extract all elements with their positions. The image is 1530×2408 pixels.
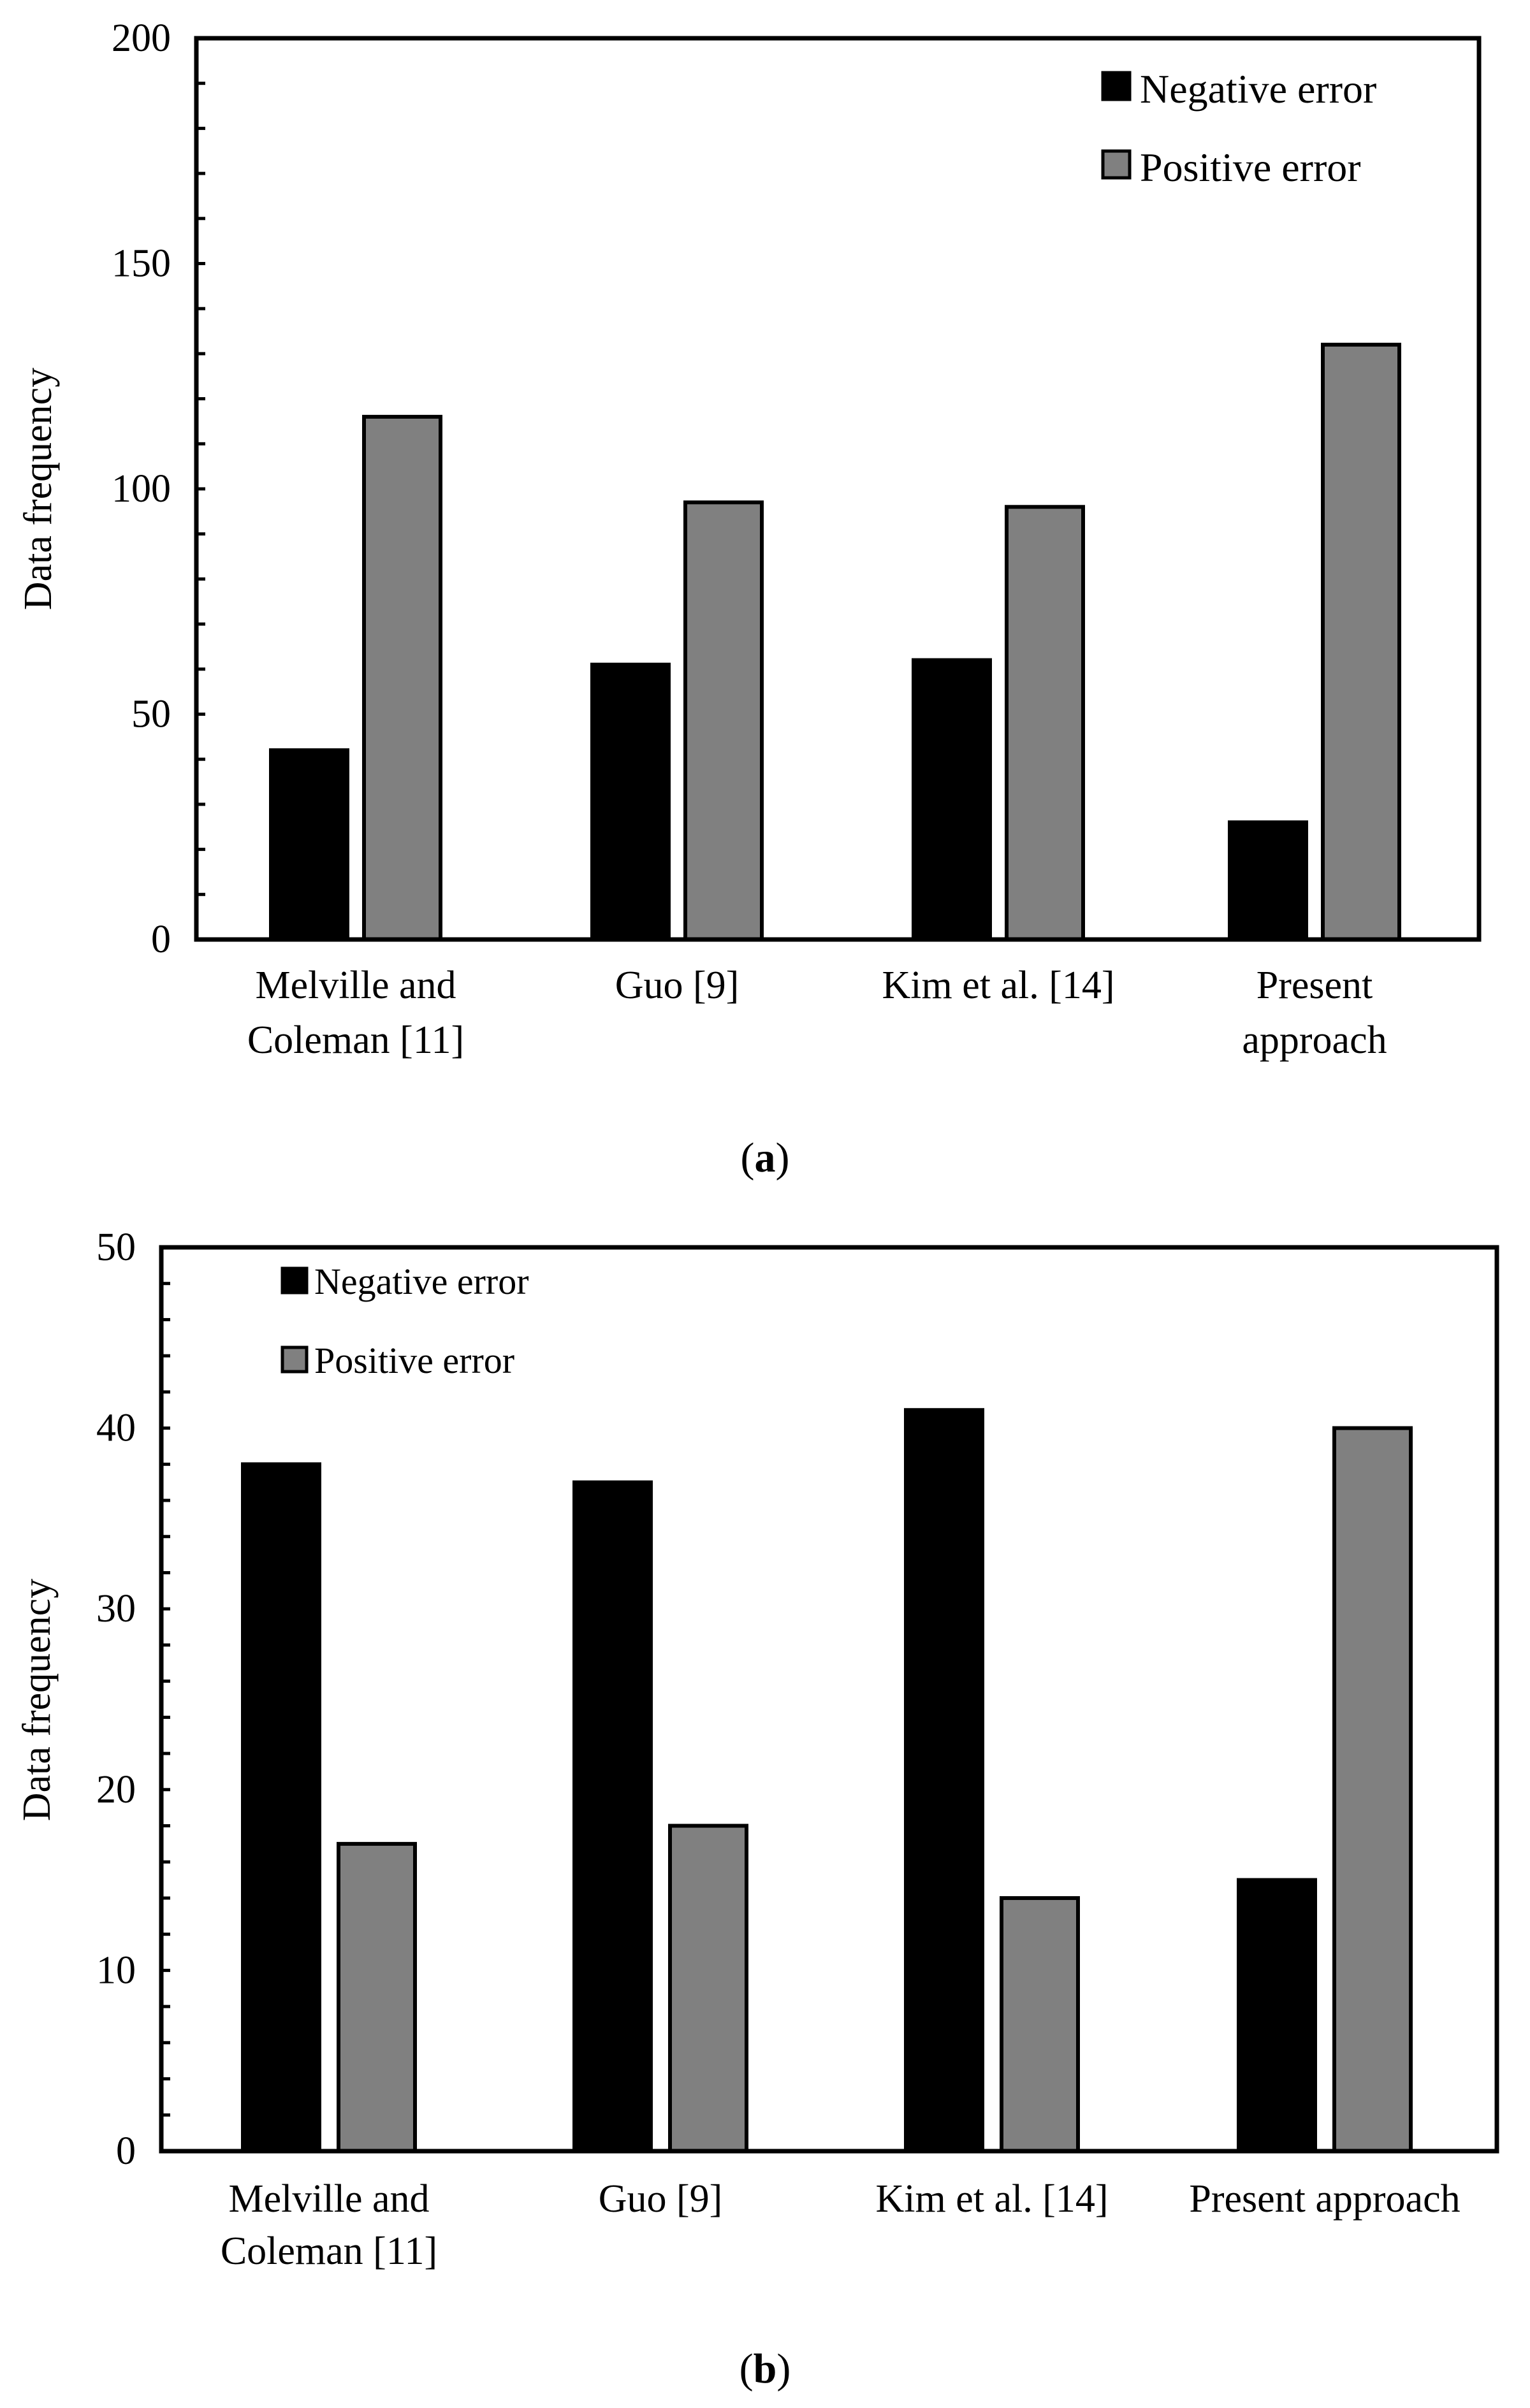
legend-label-positive: Positive error [314, 1340, 514, 1381]
y-axis-title: Data frequency [15, 1579, 59, 1821]
x-category-label: Present approach [1189, 2177, 1460, 2221]
bar-negative-error [269, 748, 349, 942]
bar-negative-error [904, 1408, 984, 2153]
legend-swatch-negative [280, 1266, 309, 1295]
x-category-label: Coleman [11] [221, 2230, 437, 2273]
legend-swatch-positive [280, 1345, 309, 1374]
y-tick-label: 20 [96, 1768, 136, 1811]
x-category-label: Guo [9] [615, 964, 740, 1007]
x-category-label: Kim et al. [14] [875, 2177, 1108, 2221]
legend-swatch-negative [1101, 71, 1132, 101]
y-tick-label: 40 [96, 1407, 136, 1450]
y-tick-label: 0 [116, 2129, 136, 2173]
y-tick-label: 50 [131, 693, 171, 736]
x-category-label: approach [1242, 1019, 1387, 1062]
bar-negative-error [1237, 1878, 1317, 2154]
caption-letter: a [755, 1135, 776, 1181]
bar-negative-error [1228, 820, 1308, 942]
caption-close-paren: ) [776, 2346, 790, 2392]
bar-positive-error [1332, 1426, 1413, 2154]
y-tick-label: 200 [112, 17, 171, 60]
panel-caption: (a) [741, 1135, 790, 1181]
legend-swatch-positive [1101, 149, 1132, 180]
caption-open-paren: ( [740, 2346, 754, 2392]
chart-a: 0 50 100 150 200 Data frequency Melville and Co… [17, 17, 1482, 1181]
y-tick-label: 150 [112, 242, 171, 286]
bar-positive-error [362, 414, 442, 941]
legend-label-negative: Negative error [1140, 66, 1376, 112]
bar-positive-error [1005, 505, 1085, 941]
y-axis-title: Data frequency [17, 368, 60, 610]
legend-label-positive: Positive error [1140, 145, 1361, 190]
caption-close-paren: ) [776, 1135, 790, 1181]
y-tick-label: 10 [96, 1948, 136, 1992]
legend-label-negative: Negative error [314, 1261, 529, 1302]
bar-negative-error [572, 1480, 653, 2153]
bar-positive-error [1000, 1896, 1080, 2153]
y-tick-label: 30 [96, 1587, 136, 1630]
x-category-label: Present [1257, 964, 1373, 1007]
panel-caption: (b) [740, 2346, 791, 2392]
x-category-label: Coleman [11] [247, 1019, 464, 1062]
chart-b: 0 10 20 30 40 50 Data frequency Melville and Col… [15, 1226, 1499, 2392]
bar-negative-error [590, 662, 671, 941]
bar-positive-error [683, 500, 764, 941]
caption-letter: b [754, 2346, 777, 2392]
y-tick-label: 100 [112, 467, 171, 511]
y-tick-label: 0 [151, 918, 171, 961]
x-category-label: Melville and [228, 2177, 429, 2221]
bar-negative-error [241, 1462, 321, 2154]
bar-positive-error [1321, 342, 1401, 941]
y-tick-label: 50 [96, 1226, 136, 1269]
x-category-label: Guo [9] [599, 2177, 723, 2221]
bar-negative-error [912, 658, 992, 942]
x-category-label: Kim et al. [14] [882, 964, 1114, 1007]
bar-positive-error [668, 1824, 748, 2154]
x-category-label: Melville and [255, 964, 456, 1007]
bar-positive-error [337, 1841, 417, 2153]
caption-open-paren: ( [741, 1135, 755, 1181]
